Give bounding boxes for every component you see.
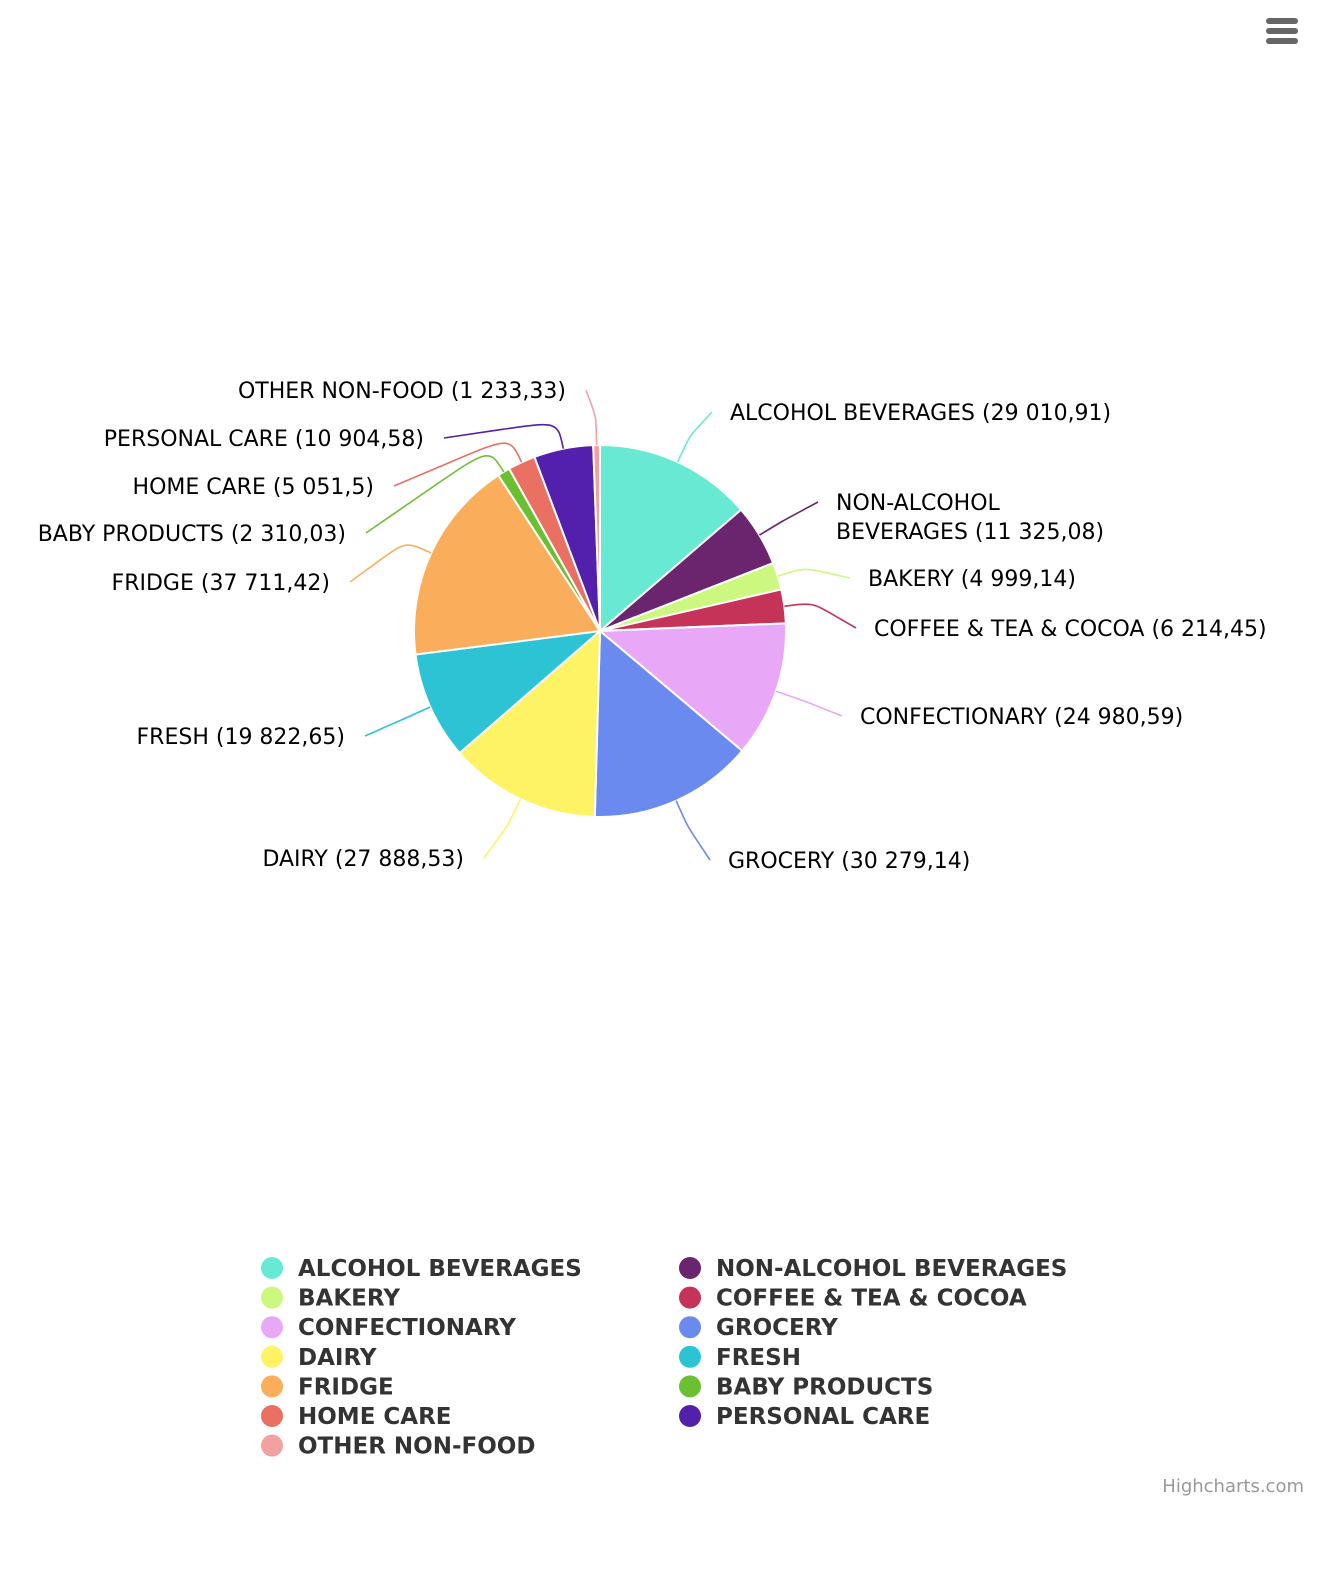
legend-item-confectionary[interactable]: CONFECTIONARY (261, 1315, 516, 1341)
connector-grocery (675, 800, 711, 861)
legend-marker (679, 1286, 701, 1309)
label-connectors (349, 389, 857, 861)
data-labels: ALCOHOL BEVERAGES (29 010,91) NON-ALCOHOL… (38, 379, 1267, 874)
data-label-baby-products: BABY PRODUCTS (2 310,03) (38, 522, 346, 547)
legend-marker (679, 1375, 701, 1398)
connector-coffee-tea-cocoa (784, 603, 857, 629)
legend-label: PERSONAL CARE (716, 1404, 930, 1430)
legend-item-other-non-food[interactable]: OTHER NON-FOOD (261, 1434, 535, 1460)
legend-label: OTHER NON-FOOD (298, 1434, 535, 1460)
connector-confectionary (775, 690, 843, 717)
legend-marker (679, 1316, 701, 1339)
data-label-personal-care: PERSONAL CARE (10 904,58) (104, 427, 424, 452)
pie-slice-other-non-food[interactable] (592, 443, 601, 632)
data-label-grocery: GROCERY (30 279,14) (728, 849, 970, 874)
connector-home-care (393, 442, 523, 487)
legend-label: BABY PRODUCTS (716, 1374, 933, 1400)
legend-item-bakery[interactable]: BAKERY (261, 1286, 400, 1312)
legend-item-grocery[interactable]: GROCERY (679, 1315, 838, 1341)
data-label-fresh: FRESH (19 822,65) (137, 725, 345, 750)
legend-item-personal-care[interactable]: PERSONAL CARE (679, 1404, 930, 1430)
connector-fresh (364, 706, 431, 737)
data-label-coffee-tea-cocoa: COFFEE & TEA & COCOA (6 214,45) (874, 617, 1267, 642)
legend-item-dairy[interactable]: DAIRY (261, 1345, 377, 1371)
data-label-fridge: FRIDGE (37 711,42) (112, 571, 330, 596)
legend-item-fresh[interactable]: FRESH (679, 1345, 801, 1371)
connector-other-non-food (585, 389, 598, 446)
legend-marker (261, 1286, 283, 1309)
connector-baby-products (365, 454, 505, 534)
pie-slice-grocery[interactable] (593, 628, 744, 818)
legend-marker (261, 1434, 283, 1457)
data-label-non-alcohol-beverages: NON-ALCOHOL BEVERAGES (11 325,08) (836, 491, 1104, 545)
pie-slice-fridge[interactable] (413, 473, 602, 656)
data-label-dairy: DAIRY (27 888,53) (262, 847, 464, 872)
connector-personal-care (443, 423, 565, 449)
legend-label: DAIRY (298, 1345, 377, 1371)
legend-marker (679, 1405, 701, 1427)
legend-marker (679, 1257, 701, 1279)
connector-non-alcohol-beverages (758, 501, 819, 536)
legend-label: CONFECTIONARY (298, 1315, 516, 1341)
data-label-bakery: BAKERY (4 999,14) (868, 567, 1076, 592)
legend-label: FRIDGE (298, 1374, 394, 1400)
connector-alcohol-beverages (676, 411, 713, 463)
legend-item-alcohol-beverages[interactable]: ALCOHOL BEVERAGES (261, 1256, 582, 1282)
pie-slice-confectionary[interactable] (597, 622, 787, 753)
legend-item-fridge[interactable]: FRIDGE (261, 1374, 394, 1400)
legend-marker (261, 1375, 283, 1398)
legend-marker (261, 1316, 283, 1339)
chart-menu-button[interactable] (1262, 14, 1302, 48)
data-label-alcohol-beverages: ALCOHOL BEVERAGES (29 010,91) (730, 401, 1111, 426)
data-label-confectionary: CONFECTIONARY (24 980,59) (860, 705, 1183, 730)
pie-slice-alcohol-beverages[interactable] (599, 443, 743, 634)
legend-label: GROCERY (716, 1315, 838, 1341)
legend-item-coffee-tea-cocoa[interactable]: COFFEE & TEA & COCOA (679, 1286, 1027, 1312)
legend-item-home-care[interactable]: HOME CARE (261, 1404, 452, 1430)
legend-label: BAKERY (298, 1286, 400, 1312)
legend-marker (679, 1345, 701, 1368)
data-label-other-non-food: OTHER NON-FOOD (1 233,33) (238, 379, 566, 404)
credits-link[interactable]: Highcharts.com (1162, 1476, 1304, 1497)
legend-label: ALCOHOL BEVERAGES (298, 1256, 582, 1282)
connector-dairy (483, 798, 522, 859)
legend-label: HOME CARE (298, 1404, 452, 1430)
legend-item-baby-products[interactable]: BABY PRODUCTS (679, 1374, 933, 1400)
pie-slices (413, 443, 787, 818)
legend-item-non-alcohol-beverages[interactable]: NON-ALCOHOL BEVERAGES (679, 1256, 1067, 1282)
legend-marker (261, 1345, 283, 1368)
legend-label: COFFEE & TEA & COCOA (716, 1286, 1027, 1312)
connector-bakery (777, 568, 851, 579)
legend-label: NON-ALCOHOL BEVERAGES (716, 1256, 1067, 1282)
pie-slice-fresh[interactable] (414, 629, 604, 755)
connector-fridge (349, 544, 432, 583)
legend: ALCOHOL BEVERAGES NON-ALCOHOL BEVERAGES BA… (261, 1256, 1067, 1460)
data-label-home-care: HOME CARE (5 051,5) (133, 475, 374, 500)
legend-label: FRESH (716, 1345, 801, 1371)
legend-marker (261, 1405, 283, 1427)
legend-marker (261, 1257, 283, 1279)
